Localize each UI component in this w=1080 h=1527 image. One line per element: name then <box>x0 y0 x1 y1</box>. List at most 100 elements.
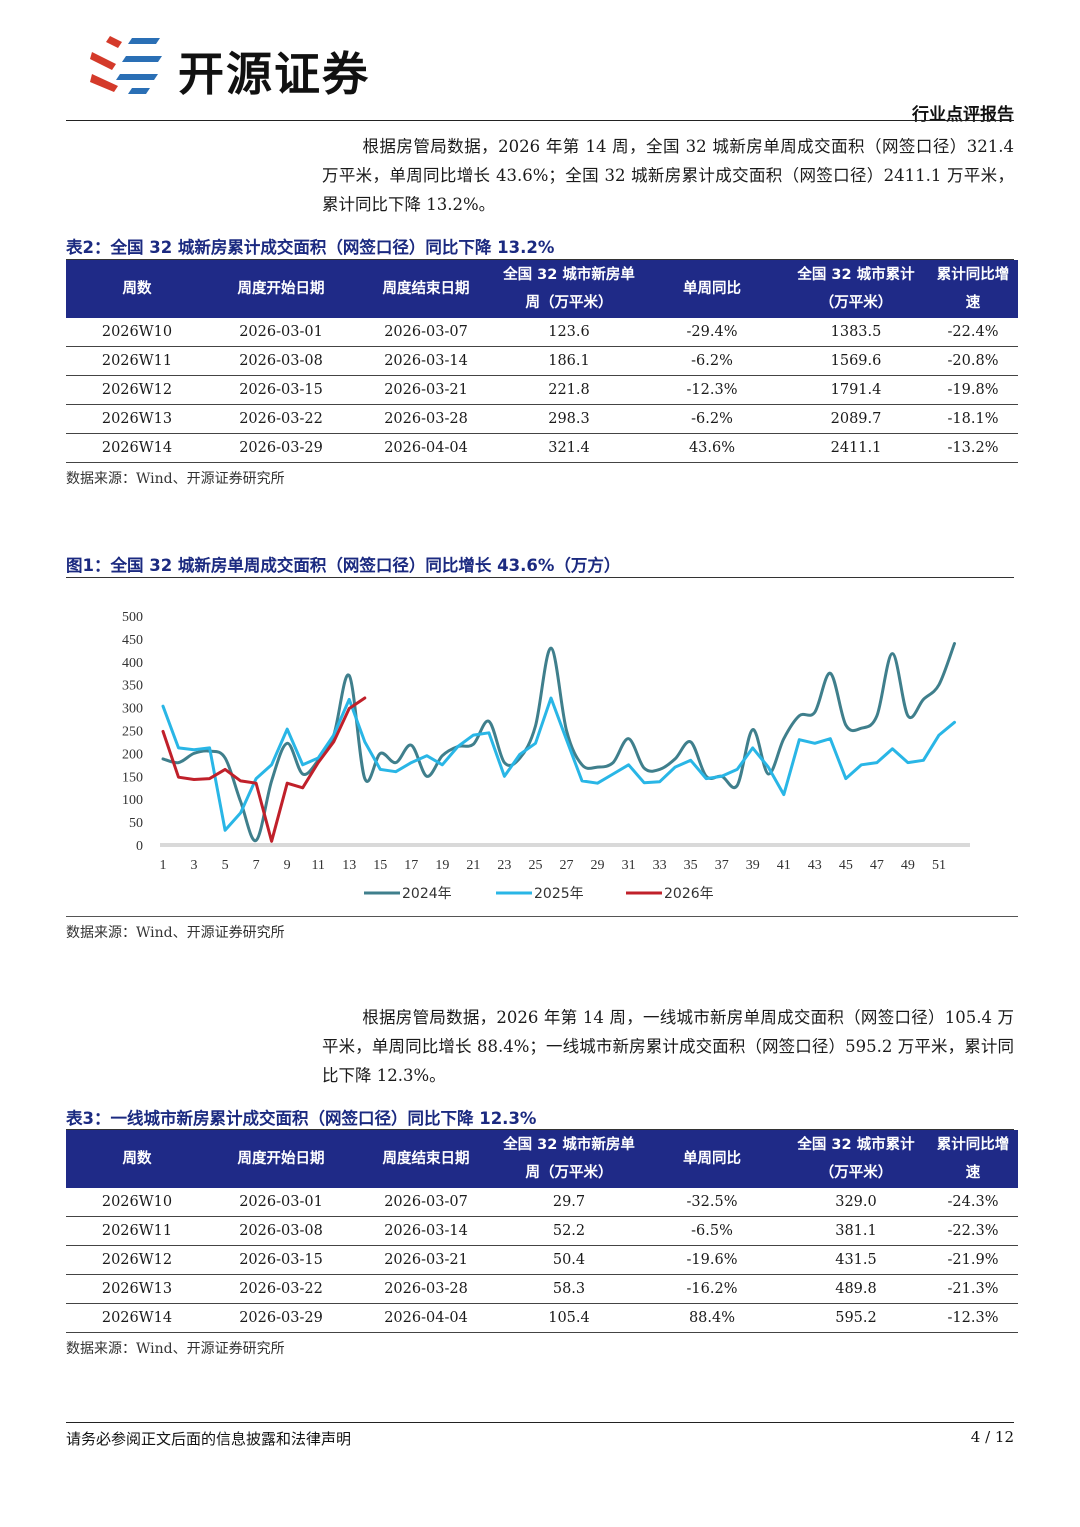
column-header: 累计同比增速 <box>928 1130 1018 1188</box>
table-cell: 2026W12 <box>66 375 208 405</box>
table-cell: 2026-03-08 <box>208 346 354 376</box>
y-tick-label: 500 <box>122 610 143 625</box>
table-cell: 123.6 <box>498 318 640 347</box>
table-cell: 2026-03-21 <box>354 375 498 405</box>
x-tick-label: 51 <box>932 858 946 873</box>
column-header: 周度开始日期 <box>208 260 354 318</box>
table-cell: 2026W14 <box>66 433 208 463</box>
table2-caption-rule <box>66 259 1014 260</box>
table-header-row: 周数 周度开始日期 周度结束日期 全国 32 城市新房单周（万平米） 单周同比 … <box>66 260 1018 318</box>
y-tick-label: 450 <box>122 633 143 648</box>
table-cell: 2026W10 <box>66 318 208 347</box>
y-tick-label: 150 <box>122 770 143 785</box>
table-cell: 2026W11 <box>66 346 208 376</box>
paragraph-1-text: 根据房管局数据，2026 年第 14 周，全国 32 城新房单周成交面积（网签口… <box>322 137 1014 214</box>
table-cell: 50.4 <box>498 1245 640 1275</box>
x-tick-label: 5 <box>222 858 229 873</box>
y-tick-label: 250 <box>122 725 143 740</box>
column-header: 累计同比增速 <box>928 260 1018 318</box>
table-cell: -19.6% <box>640 1245 784 1275</box>
series-line-2026 <box>161 696 367 843</box>
x-tick-label: 3 <box>191 858 198 873</box>
figure1-caption: 图1：全国 32 城新房单周成交面积（网签口径）同比增长 43.6%（万方） <box>66 556 621 575</box>
legend-label-2026: 2026年 <box>664 886 714 902</box>
table-cell: -21.3% <box>928 1274 1018 1304</box>
table-cell: 58.3 <box>498 1274 640 1304</box>
y-tick-label: 400 <box>122 656 143 671</box>
column-header: 全国 32 城市新房单周（万平米） <box>498 260 640 318</box>
table3-caption-rule <box>66 1129 1014 1130</box>
table-cell: -12.3% <box>928 1303 1018 1333</box>
table-cell: 2026-03-01 <box>208 318 354 347</box>
table-cell: 2026W13 <box>66 1274 208 1304</box>
table-cell: 2026-03-08 <box>208 1216 354 1246</box>
table-cell: 431.5 <box>784 1245 928 1275</box>
table-cell: 2026-04-04 <box>354 1303 498 1333</box>
table-cell: -6.2% <box>640 346 784 376</box>
brand-name: 开源证券 <box>178 47 370 101</box>
y-tick-label: 350 <box>122 679 143 694</box>
table-cell: 329.0 <box>784 1188 928 1217</box>
table-cell: 2026-03-28 <box>354 404 498 434</box>
y-tick-label: 200 <box>122 747 143 762</box>
column-header: 全国 32 城市新房单周（万平米） <box>498 1130 640 1188</box>
x-tick-label: 47 <box>870 858 884 873</box>
table-cell: 2026-03-29 <box>208 1303 354 1333</box>
table-row: 2026W13 2026-03-22 2026-03-28 58.3 -16.2% 489… <box>66 1274 1018 1304</box>
x-tick-label: 27 <box>560 858 574 873</box>
x-tick-label: 35 <box>684 858 698 873</box>
x-tick-label: 41 <box>777 858 791 873</box>
table-cell: 29.7 <box>498 1188 640 1217</box>
table-cell: -6.2% <box>640 404 784 434</box>
x-tick-label: 9 <box>284 858 291 873</box>
table-cell: 2026-03-15 <box>208 1245 354 1275</box>
table-cell: 2026-03-29 <box>208 433 354 463</box>
table-cell: -24.3% <box>928 1188 1018 1217</box>
table-cell: 595.2 <box>784 1303 928 1333</box>
column-header: 全国 32 城市累计（万平米） <box>784 260 928 318</box>
x-tick-label: 11 <box>311 858 324 873</box>
table-cell: 52.2 <box>498 1216 640 1246</box>
table-cell: 321.4 <box>498 433 640 463</box>
column-header: 单周同比 <box>640 260 784 318</box>
x-tick-label: 45 <box>839 858 853 873</box>
x-tick-label: 49 <box>901 858 915 873</box>
table-row: 2026W11 2026-03-08 2026-03-14 52.2 -6.5% 381.… <box>66 1216 1018 1246</box>
x-tick-label: 15 <box>373 858 387 873</box>
y-tick-label: 100 <box>122 793 143 808</box>
table-cell: 2026-03-28 <box>354 1274 498 1304</box>
table-cell: -20.8% <box>928 346 1018 376</box>
table-cell: 1569.6 <box>784 346 928 376</box>
table-cell: -16.2% <box>640 1274 784 1304</box>
table-cell: 2026W13 <box>66 404 208 434</box>
x-tick-label: 33 <box>653 858 667 873</box>
table-cell: 2026-03-14 <box>354 1216 498 1246</box>
x-tick-label: 29 <box>591 858 605 873</box>
x-tick-label: 13 <box>342 858 356 873</box>
x-tick-label: 39 <box>746 858 760 873</box>
table-cell: 221.8 <box>498 375 640 405</box>
y-tick-label: 0 <box>136 839 143 854</box>
x-tick-label: 17 <box>404 858 418 873</box>
table-cell: 2026W11 <box>66 1216 208 1246</box>
table-cell: 2026-03-01 <box>208 1188 354 1217</box>
footer-disclaimer: 请务必参阅正文后面的信息披露和法律声明 <box>66 1430 352 1448</box>
table-cell: 2411.1 <box>784 433 928 463</box>
table3: 周数 周度开始日期 周度结束日期 全国 32 城市新房单周（万平米） 单周同比 … <box>66 1130 1018 1333</box>
column-header: 周数 <box>66 1130 208 1188</box>
legend-label-2025: 2025年 <box>534 886 584 902</box>
table-cell: 1791.4 <box>784 375 928 405</box>
footer-rule <box>66 1422 1014 1423</box>
table-row: 2026W12 2026-03-15 2026-03-21 221.8 -12.3% 17… <box>66 375 1018 405</box>
table-cell: 298.3 <box>498 404 640 434</box>
table-cell: 2026-04-04 <box>354 433 498 463</box>
x-tick-label: 7 <box>253 858 260 873</box>
table-cell: 2026-03-15 <box>208 375 354 405</box>
y-tick-label: 300 <box>122 702 143 717</box>
company-logo <box>90 36 162 94</box>
table-cell: 2026-03-22 <box>208 1274 354 1304</box>
figure1-caption-rule <box>66 577 1014 578</box>
table2: 周数 周度开始日期 周度结束日期 全国 32 城市新房单周（万平米） 单周同比 … <box>66 260 1018 463</box>
table-cell: 43.6% <box>640 433 784 463</box>
